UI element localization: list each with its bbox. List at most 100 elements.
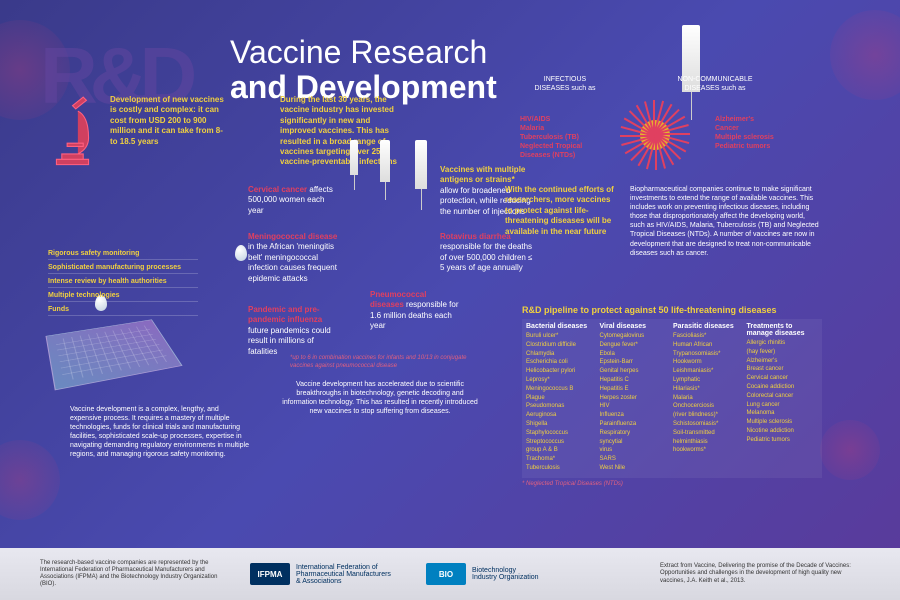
pipeline-item: Herpes zoster — [600, 395, 672, 403]
dev-cost-callout: Development of new vaccines is costly an… — [110, 95, 230, 147]
pipeline-item: Epstein-Barr — [600, 359, 672, 367]
pipeline-item: West Nile — [600, 465, 672, 473]
pipeline-item: Parainfluenza — [600, 421, 672, 429]
virus-decoration — [0, 440, 60, 520]
pipeline-item: Clostridium difficile — [526, 342, 598, 350]
pipeline-item: Tuberculosis — [526, 465, 598, 473]
pipeline-item: Onchocerciosis — [673, 403, 745, 411]
pandemic-body: future pandemics could result in million… — [248, 326, 331, 356]
maze-label: Funds — [48, 306, 198, 316]
pipeline-col-header: Treatments to manage diseases — [747, 323, 819, 337]
pipeline-column: Viral diseasesCytomegalovirusDengue feve… — [600, 323, 672, 474]
maze-labels: Rigorous safety monitoringSophisticated … — [48, 250, 198, 320]
pandemic-callout: Pandemic and pre-pandemic influenza futu… — [248, 305, 343, 357]
pipeline-item: syncytial — [600, 439, 672, 447]
pipeline-item: HIV — [600, 403, 672, 411]
pipeline-item: Shigella — [526, 421, 598, 429]
pipeline-item: Buruli ulcer* — [526, 333, 598, 341]
bio-name: Biotechnology Industry Organization — [472, 567, 542, 581]
pipeline-item: Colorectal cancer — [747, 393, 819, 401]
cervical-callout: Cervical cancer affects 500,000 women ea… — [248, 185, 338, 216]
maze-graphic — [45, 319, 182, 390]
infographic-poster: R&D Vaccine Research and Development Dev… — [0, 0, 900, 600]
bio-logo-box: BIO — [426, 563, 466, 585]
pipeline-item: Pediatric tumors — [747, 437, 819, 445]
pipeline-grid: Bacterial diseases Buruli ulcer*Clostridi… — [522, 319, 822, 478]
pipeline-item: Plague — [526, 395, 598, 403]
pipeline-item: Nicotine addiction — [747, 428, 819, 436]
pipeline-item: virus — [600, 447, 672, 455]
pipeline-col-header: Viral diseases — [600, 323, 672, 330]
pipeline-item: (hay fever) — [747, 349, 819, 357]
pipeline-item: hookworms* — [673, 447, 745, 455]
pipeline-item: group A & B — [526, 447, 598, 455]
pipeline-table: R&D pipeline to protect against 50 life-… — [522, 305, 822, 487]
pipeline-item: Malaria — [673, 395, 745, 403]
ncd-label: NON-COMMUNICABLE DISEASES such as — [670, 75, 760, 93]
pneumococcal-callout: Pneumococcal diseases responsible for 1.… — [370, 290, 460, 332]
pipeline-item: Melanoma — [747, 410, 819, 418]
pipeline-item: helminthiasis — [673, 439, 745, 447]
virus-decoration — [830, 10, 900, 100]
footer-citation: Extract from Vaccine, Delivering the pro… — [660, 563, 860, 585]
pipeline-footnote: * Neglected Tropical Diseases (NTDs) — [522, 481, 822, 487]
sunburst-icon — [620, 100, 690, 170]
pipeline-column: Bacterial diseases Buruli ulcer*Clostridi… — [526, 323, 598, 474]
pipeline-item: Hepatitis E — [600, 386, 672, 394]
bio-logo: BIO Biotechnology Industry Organization — [426, 563, 542, 585]
pipeline-item: Alzheimer's — [747, 358, 819, 366]
ifpma-logo-box: IFPMA — [250, 563, 290, 585]
pipeline-item: Staphylococcus — [526, 430, 598, 438]
pipeline-item: SARS — [600, 456, 672, 464]
footer: The research-based vaccine companies are… — [0, 548, 900, 600]
pipeline-item: Multiple sclerosis — [747, 419, 819, 427]
pipeline-item: Trypanosomiasis* — [673, 351, 745, 359]
pipeline-item: Leprosy* — [526, 377, 598, 385]
pipeline-col-header: Parasitic diseases — [673, 323, 745, 330]
maze-label: Rigorous safety monitoring — [48, 250, 198, 260]
mening-heading: Meningococcal disease — [248, 232, 337, 241]
ncd-list: Alzheimer'sCancerMultiple sclerosisPedia… — [715, 115, 805, 151]
pipeline-item: Hilariasis* — [673, 386, 745, 394]
title-line-1: Vaccine Research — [230, 34, 487, 70]
pipeline-item: Influenza — [600, 412, 672, 420]
ifpma-logo: IFPMA International Federation of Pharma… — [250, 563, 396, 585]
cervical-heading: Cervical cancer — [248, 185, 307, 194]
pipeline-item: Streptococcus — [526, 439, 598, 447]
maze-label: Multiple technologies — [48, 292, 198, 302]
pandemic-heading: Pandemic and pre-pandemic influenza — [248, 305, 322, 324]
mening-body: in the African 'meningitis belt' meningo… — [248, 242, 337, 282]
pipeline-title: R&D pipeline to protect against 50 life-… — [522, 305, 822, 315]
breakthroughs-text: Vaccine development has accelerated due … — [280, 380, 480, 416]
antigens-disclaimer: *up to 6 in combination vaccines for inf… — [290, 355, 470, 371]
pipeline-item: Dengue fever* — [600, 342, 672, 350]
pipeline-item: Genital herpes — [600, 368, 672, 376]
continued-efforts: With the continued efforts of researcher… — [505, 185, 615, 237]
pipeline-item: Hookworm — [673, 359, 745, 367]
pipeline-item: Pseudomonas — [526, 403, 598, 411]
pipeline-col-header: Bacterial diseases — [526, 323, 598, 330]
pipeline-item: Soil-transmitted — [673, 430, 745, 438]
microscope-icon — [45, 95, 100, 170]
pipeline-item: Allergic rhinitis — [747, 340, 819, 348]
pipeline-item: Human African — [673, 342, 745, 350]
maze-label: Intense review by health authorities — [48, 278, 198, 288]
pipeline-item: Trachoma* — [526, 456, 598, 464]
pipeline-column: Parasitic diseases Fascioliasis*Human Afr… — [673, 323, 745, 474]
droplet-icon — [235, 245, 247, 261]
pipeline-item: Fascioliasis* — [673, 333, 745, 341]
vaccine-dev-text: Vaccine development is a complex, length… — [70, 405, 250, 460]
pipeline-column: Treatments to manage diseases Allergic rh… — [747, 323, 819, 474]
biopharm-text: Biopharmaceutical companies continue to … — [630, 185, 820, 258]
rota-heading: Rotavirus diarrhea — [440, 232, 511, 241]
pipeline-item: Respiratory — [600, 430, 672, 438]
pipeline-item: Cocaine addiction — [747, 384, 819, 392]
pipeline-item: Meningococcus B — [526, 386, 598, 394]
pipeline-item: (river blindness)* — [673, 412, 745, 420]
pipeline-item: Escherichia coli — [526, 359, 598, 367]
rotavirus-callout: Rotavirus diarrhea responsible for the d… — [440, 232, 535, 274]
pipeline-item: Breast cancer — [747, 366, 819, 374]
rota-body: responsible for the deaths of over 500,0… — [440, 242, 532, 272]
pipeline-item: Ebola — [600, 351, 672, 359]
virus-decoration — [820, 420, 880, 480]
